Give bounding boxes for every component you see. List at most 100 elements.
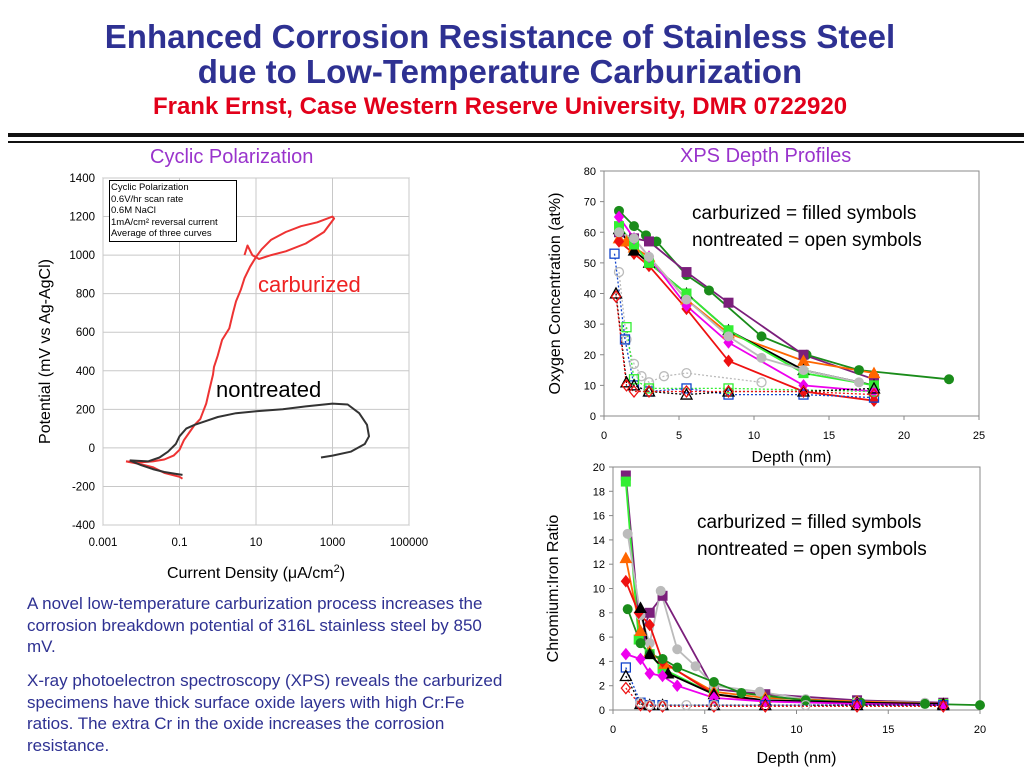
data-point <box>643 647 657 660</box>
data-point <box>723 354 734 368</box>
y-tick-label: 0 <box>599 705 605 717</box>
series-line <box>613 253 875 399</box>
data-point <box>736 687 747 698</box>
data-point <box>634 601 647 613</box>
author-line: Frank Ernst, Case Western Reserve Univer… <box>152 93 848 120</box>
data-point <box>975 700 985 711</box>
series-line <box>640 702 806 706</box>
data-point <box>609 248 620 259</box>
data-point <box>620 662 631 673</box>
series-line <box>615 293 875 396</box>
y-tick-label: 16 <box>593 511 605 523</box>
x-tick-label: 5 <box>676 430 682 442</box>
data-point <box>708 677 719 688</box>
y-tick-label: 200 <box>76 404 95 416</box>
data-point <box>681 699 692 711</box>
xps-title: XPS Depth Profiles <box>680 145 852 167</box>
y-tick-label: 20 <box>593 462 605 474</box>
data-point <box>851 699 863 713</box>
data-point <box>759 699 771 713</box>
y-tick-label: 8 <box>599 608 605 620</box>
series-line <box>625 675 944 706</box>
data-point <box>621 378 632 392</box>
info-line: Average of three curves <box>111 228 212 240</box>
data-point <box>620 647 631 661</box>
data-point <box>628 384 640 399</box>
x-tick-label: 20 <box>974 724 986 736</box>
y-axis-label: Potential (mV vs Ag-AgCl) <box>37 259 54 444</box>
x-tick-label: 10 <box>250 537 263 549</box>
carburized-label: carburized <box>258 272 361 297</box>
y-axis-label: Oxygen Concentration (at%) <box>547 193 564 395</box>
data-point <box>635 698 646 712</box>
series-line-nontreated <box>129 402 370 463</box>
data-point <box>619 551 633 564</box>
y-tick-label: 800 <box>76 289 95 301</box>
data-point <box>708 699 720 713</box>
data-point <box>620 476 631 487</box>
slide-title-line2: due to Low-Temperature Carburization <box>197 53 803 90</box>
header-rule-thin <box>8 141 1024 143</box>
info-line: Cyclic Polarization <box>111 182 189 193</box>
data-point <box>613 235 625 248</box>
y-tick-label: 4 <box>599 656 605 668</box>
data-point <box>643 384 655 399</box>
data-point <box>690 661 701 672</box>
x-tick-label: 10 <box>790 724 802 736</box>
x-tick-label: 100000 <box>390 537 428 549</box>
y-tick-label: 0 <box>89 443 95 455</box>
data-point <box>643 383 655 394</box>
data-point <box>635 697 646 708</box>
data-point <box>657 699 668 713</box>
info-line: 1mA/cm² reversal current <box>111 216 218 228</box>
y-tick-label: -200 <box>72 481 95 493</box>
data-point <box>620 574 631 588</box>
x-axis-label: Depth (nm) <box>756 750 836 767</box>
description-paragraph-1: A novel low-temperature carburization pr… <box>27 594 483 656</box>
data-point <box>919 698 930 709</box>
slide-title-line1: Enhanced Corrosion Resistance of Stainle… <box>104 18 896 55</box>
data-point <box>708 699 720 711</box>
data-point <box>867 366 881 379</box>
y-axis-label: Chromium:Iron Ratio <box>545 515 562 663</box>
y-tick-label: 50 <box>584 258 596 270</box>
data-point <box>868 388 880 402</box>
data-point <box>628 374 640 385</box>
data-point <box>681 384 692 399</box>
data-point <box>681 383 692 394</box>
data-point <box>644 699 656 713</box>
legend-filled: carburized = filled symbols <box>692 203 917 224</box>
data-point <box>629 233 639 244</box>
y-tick-label: 6 <box>599 632 605 644</box>
data-point <box>756 331 767 342</box>
data-point <box>628 358 640 370</box>
oxygen-legend: carburized = filled symbols nontreated =… <box>692 200 922 254</box>
data-point <box>854 377 864 388</box>
series-line <box>618 210 950 381</box>
series-line-carburized <box>125 215 336 464</box>
x-tick-label: 0 <box>610 724 616 736</box>
x-tick-label: 0 <box>601 430 607 442</box>
y-tick-label: 1000 <box>69 250 95 262</box>
data-point <box>636 371 647 382</box>
polarization-title: Cyclic Polarization <box>150 146 314 168</box>
x-tick-label: 15 <box>823 430 835 442</box>
data-point <box>723 383 734 394</box>
data-point <box>644 667 655 680</box>
y-tick-label: 10 <box>584 380 596 392</box>
y-tick-label: 12 <box>593 559 605 571</box>
data-point <box>756 352 767 363</box>
data-point <box>621 322 632 333</box>
y-tick-label: 1200 <box>69 212 95 224</box>
data-point <box>723 297 734 308</box>
info-line: 0.6V/hr scan rate <box>111 193 184 205</box>
y-tick-label: 20 <box>584 350 596 362</box>
y-tick-label: 2 <box>599 681 605 693</box>
series-line-nontreated <box>129 459 183 476</box>
crfe-legend: carburized = filled symbols nontreated =… <box>697 509 927 563</box>
header-rule-thick <box>8 133 1024 137</box>
x-tick-label: 1000 <box>320 537 346 549</box>
data-point <box>627 244 641 256</box>
legend-open: nontreated = open symbols <box>697 539 927 560</box>
